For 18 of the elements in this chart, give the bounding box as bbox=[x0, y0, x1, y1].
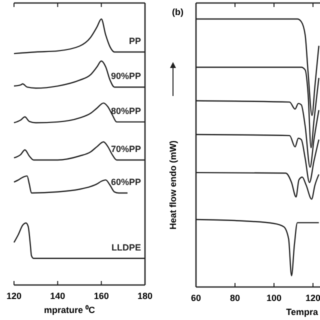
x-tick-label: 160 bbox=[94, 291, 109, 301]
y-axis-title: Heat flow endo (mW) bbox=[168, 140, 178, 230]
x-tick-label: 140 bbox=[50, 291, 66, 301]
series-label: LLDPE bbox=[111, 242, 141, 252]
x-tick-label: 120 bbox=[6, 291, 22, 301]
series-label: 70%PP bbox=[110, 144, 141, 154]
x-axis-title: Tempra bbox=[286, 307, 319, 317]
x-tick-label: 180 bbox=[137, 291, 153, 301]
x-tick-label: 100 bbox=[266, 293, 282, 303]
x-tick-label: 80 bbox=[230, 293, 240, 303]
x-tick-label: 120 bbox=[305, 293, 320, 303]
series-label: 90%PP bbox=[110, 71, 141, 82]
x-tick-label: 60 bbox=[190, 293, 202, 303]
series-label: PP bbox=[128, 36, 141, 46]
series-label: 60%PP bbox=[110, 176, 141, 187]
x-axis-title: mprature ⁰C bbox=[44, 305, 96, 315]
chart-title: (b) bbox=[172, 7, 184, 17]
series-label: 80%PP bbox=[110, 106, 141, 116]
